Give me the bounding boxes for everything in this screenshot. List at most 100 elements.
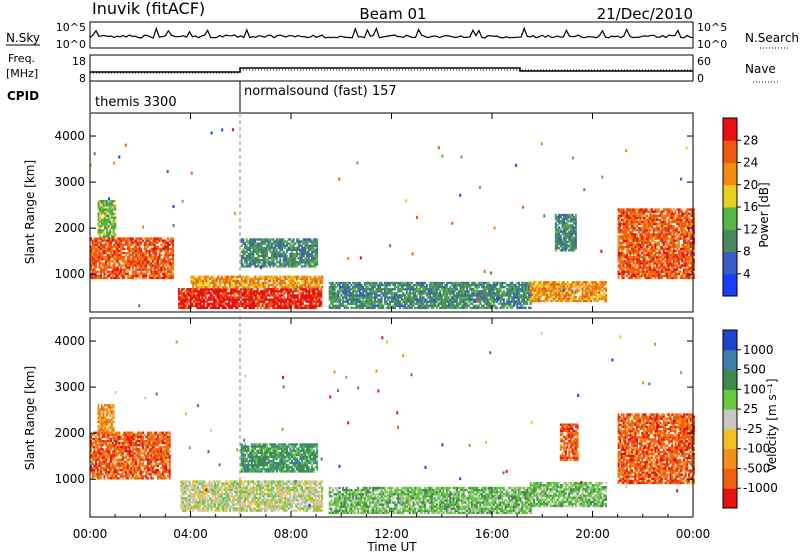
heatmap-cell [276, 292, 279, 295]
heatmap-cell [272, 250, 275, 254]
heatmap-cell [395, 285, 398, 289]
heatmap-cell [242, 248, 245, 252]
heatmap-cell [538, 289, 541, 292]
heatmap-cell [409, 290, 412, 293]
heatmap-cell [509, 288, 512, 291]
heatmap-cell [445, 281, 448, 285]
heatmap-cell [96, 260, 99, 263]
heatmap-cell [109, 216, 112, 220]
heatmap-cell [466, 288, 469, 291]
heatmap-cell [415, 306, 418, 310]
heatmap-cell [157, 239, 159, 242]
heatmap-cell [526, 290, 529, 293]
heatmap-cell [559, 287, 562, 290]
heatmap-cell [427, 306, 430, 310]
heatmap-cell [564, 224, 567, 227]
heatmap-cell [626, 249, 628, 253]
heatmap-cell [370, 281, 373, 285]
heatmap-cell [412, 292, 415, 295]
heatmap-cell [136, 272, 139, 275]
heatmap-cell [285, 248, 288, 252]
heatmap-cell [301, 298, 304, 301]
heatmap-cell [140, 249, 143, 253]
heatmap-cell [506, 283, 509, 287]
heatmap-cell [108, 237, 111, 240]
heatmap-cell [264, 281, 267, 285]
heatmap-cell [146, 239, 149, 242]
heatmap-cell [314, 259, 317, 262]
heatmap-cell [245, 244, 248, 247]
heatmap-cell [270, 261, 273, 264]
heatmap-cell [209, 298, 212, 301]
heatmap-cell [155, 272, 158, 275]
heatmap-cell [637, 249, 640, 253]
heatmap-cell [507, 290, 510, 293]
heatmap-cell [108, 241, 111, 244]
heatmap-cell [624, 220, 627, 224]
heatmap-cell [223, 294, 226, 297]
heatmap-cell [90, 253, 92, 257]
heatmap-cell [316, 238, 319, 241]
heatmap-cell [632, 256, 635, 259]
heatmap-cell [244, 265, 247, 268]
heatmap-cell [201, 296, 204, 299]
heatmap-cell [242, 277, 245, 281]
heatmap-cell [100, 256, 103, 259]
heatmap-cell [558, 281, 561, 284]
heatmap-cell [571, 226, 574, 229]
heatmap-cell [494, 306, 497, 310]
heatmap-cell [637, 247, 640, 251]
heatmap-cell [141, 276, 144, 280]
heatmap-cell [110, 251, 113, 255]
heatmap-cell [502, 292, 505, 295]
heatmap-cell [496, 283, 499, 287]
heatmap-cell [165, 243, 168, 246]
heatmap-cell [561, 244, 564, 248]
heatmap-cell [589, 291, 592, 294]
heatmap-cell [95, 247, 98, 251]
heatmap-cell [238, 290, 241, 293]
heatmap-cell [370, 294, 373, 297]
heatmap-cell [267, 242, 270, 245]
heatmap-cell [192, 285, 195, 289]
heatmap-cell [641, 266, 644, 269]
heatmap-cell [218, 283, 221, 287]
heatmap-cell [392, 306, 395, 310]
heatmap-cell [126, 241, 129, 244]
heatmap-cell [492, 281, 495, 285]
heatmap-cell [627, 258, 630, 261]
heatmap-cell [596, 283, 599, 286]
heatmap-cell [332, 283, 335, 287]
heatmap-cell [367, 285, 370, 289]
heatmap-cell [252, 256, 255, 260]
heatmap-cell [559, 293, 562, 296]
heatmap-cell [345, 300, 348, 303]
heatmap-cell [229, 294, 232, 297]
heatmap-cell [424, 304, 427, 307]
heatmap-cell [131, 276, 134, 280]
heatmap-cell [236, 288, 239, 291]
heatmap-cell [212, 281, 215, 285]
heatmap-cell [123, 239, 126, 242]
heatmap-cell [642, 272, 645, 275]
heatmap-cell [400, 294, 403, 297]
heatmap-cell [245, 238, 248, 241]
heatmap-cell [115, 247, 118, 251]
heatmap-cell [307, 275, 310, 278]
heatmap-cell [472, 290, 475, 293]
heatmap-cell [270, 246, 273, 249]
heatmap-cell [263, 300, 266, 303]
heatmap-cell [150, 268, 153, 271]
heatmap-cell [158, 239, 161, 242]
heatmap-cell [497, 292, 500, 295]
heatmap-cell [591, 291, 594, 294]
heatmap-cell [155, 260, 158, 263]
heatmap-cell [155, 262, 158, 265]
heatmap-cell [200, 275, 203, 278]
heatmap-cell [262, 281, 265, 285]
heatmap-cell [123, 272, 126, 275]
heatmap-cell [434, 298, 437, 301]
heatmap-cell [96, 270, 99, 273]
heatmap-cell [631, 227, 633, 230]
heatmap-cell [181, 288, 184, 291]
